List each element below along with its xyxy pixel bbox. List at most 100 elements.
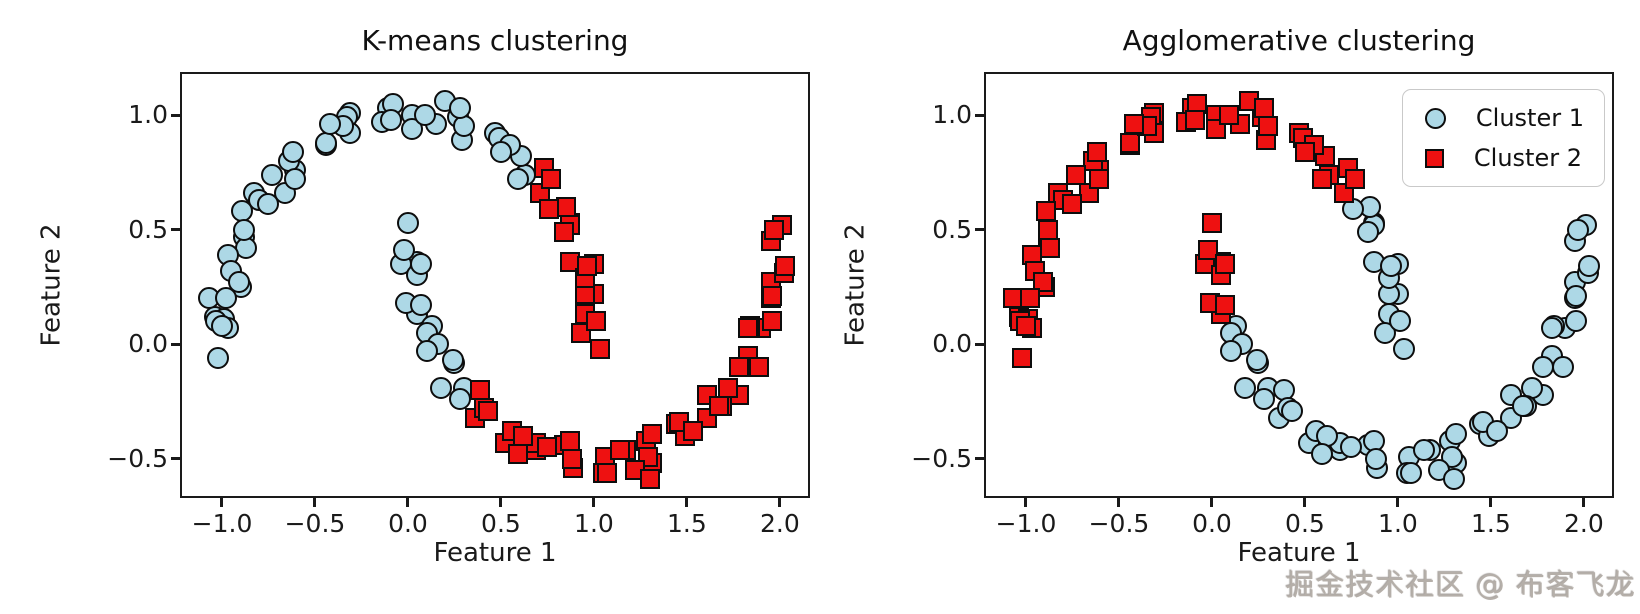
data-point-cluster2 bbox=[1012, 348, 1033, 368]
data-point-cluster2 bbox=[1066, 164, 1087, 185]
data-point-cluster2 bbox=[1040, 237, 1061, 258]
data-point-cluster1 bbox=[506, 168, 529, 191]
x-tick-label: 1.0 bbox=[574, 509, 614, 538]
y-tick-mark bbox=[975, 113, 986, 117]
data-point-cluster2 bbox=[541, 169, 562, 190]
x-tick-mark bbox=[592, 496, 596, 507]
data-point-cluster1 bbox=[318, 113, 341, 136]
legend-label-cluster1: Cluster 1 bbox=[1475, 104, 1584, 132]
data-point-cluster2 bbox=[1088, 169, 1109, 190]
data-point-cluster1 bbox=[1280, 399, 1303, 422]
data-point-cluster2 bbox=[729, 357, 749, 378]
x-tick-mark bbox=[1582, 496, 1586, 507]
x-tick-label: 1.0 bbox=[1378, 509, 1418, 538]
data-point-cluster1 bbox=[415, 340, 438, 363]
data-point-cluster1 bbox=[1388, 310, 1411, 333]
y-tick-label: 0.5 bbox=[128, 214, 168, 244]
data-point-cluster1 bbox=[1567, 218, 1590, 241]
data-point-cluster1 bbox=[214, 287, 237, 310]
data-point-cluster1 bbox=[227, 271, 250, 294]
data-point-cluster2 bbox=[589, 338, 610, 359]
data-point-cluster1 bbox=[261, 163, 284, 186]
data-point-cluster2 bbox=[749, 357, 770, 378]
data-point-cluster2 bbox=[1086, 141, 1107, 162]
x-tick-label: 0.0 bbox=[1192, 509, 1232, 538]
data-point-cluster2 bbox=[507, 444, 528, 465]
data-point-cluster1 bbox=[1364, 447, 1387, 470]
plot-title-agglomerative: Agglomerative clustering bbox=[1122, 24, 1476, 57]
axes-kmeans: K-means clustering Feature 1 Feature 2 −… bbox=[37, 24, 810, 568]
x-tick-label: 0.5 bbox=[1285, 509, 1325, 538]
x-tick-label: 2.0 bbox=[760, 509, 800, 538]
x-tick-mark bbox=[406, 496, 410, 507]
data-point-cluster1 bbox=[1379, 255, 1402, 278]
data-point-cluster2 bbox=[1019, 288, 1040, 309]
data-point-cluster2 bbox=[1015, 315, 1036, 336]
data-point-cluster1 bbox=[257, 193, 280, 216]
data-point-cluster1 bbox=[210, 314, 233, 337]
data-point-cluster1 bbox=[283, 168, 306, 191]
data-point-cluster2 bbox=[477, 400, 498, 421]
y-tick-label: 1.0 bbox=[932, 100, 972, 130]
data-point-cluster1 bbox=[430, 376, 453, 399]
x-tick-mark bbox=[1489, 496, 1493, 507]
data-point-cluster1 bbox=[441, 349, 464, 372]
data-point-cluster1 bbox=[1357, 220, 1380, 243]
data-point-cluster1 bbox=[207, 347, 230, 369]
data-point-cluster1 bbox=[1565, 285, 1588, 308]
data-point-cluster1 bbox=[1234, 376, 1257, 399]
y-tick-mark bbox=[171, 457, 182, 461]
x-tick-label: −1.0 bbox=[995, 509, 1057, 538]
x-tick-label: 1.5 bbox=[667, 509, 707, 538]
x-tick-mark bbox=[313, 496, 317, 507]
data-point-cluster2 bbox=[1218, 105, 1239, 126]
data-point-cluster1 bbox=[1412, 438, 1435, 461]
legend-item-cluster2: Cluster 2 bbox=[1424, 138, 1584, 178]
cluster2-square-marker-icon bbox=[1424, 148, 1444, 168]
data-point-cluster2 bbox=[1032, 272, 1053, 293]
x-tick-mark bbox=[220, 496, 224, 507]
data-point-cluster1 bbox=[409, 294, 432, 317]
y-tick-mark bbox=[975, 342, 986, 346]
x-axis-label-agglomerative: Feature 1 bbox=[1237, 538, 1361, 568]
data-point-cluster2 bbox=[775, 256, 796, 277]
data-point-cluster2 bbox=[1185, 109, 1206, 130]
data-point-cluster2 bbox=[764, 219, 785, 240]
data-point-cluster2 bbox=[717, 377, 738, 398]
data-point-cluster1 bbox=[1399, 461, 1422, 484]
data-point-cluster1 bbox=[380, 108, 403, 131]
data-point-cluster1 bbox=[1578, 255, 1601, 278]
data-point-cluster2 bbox=[537, 437, 558, 458]
data-point-cluster1 bbox=[1552, 356, 1575, 379]
data-point-cluster1 bbox=[281, 140, 304, 163]
data-point-cluster1 bbox=[409, 253, 432, 276]
y-tick-mark bbox=[171, 113, 182, 117]
data-point-cluster2 bbox=[708, 396, 729, 417]
y-axis-label-kmeans: Feature 2 bbox=[37, 223, 67, 347]
legend-label-cluster2: Cluster 2 bbox=[1473, 144, 1582, 172]
x-tick-label: −0.5 bbox=[284, 509, 346, 538]
x-tick-mark bbox=[685, 496, 689, 507]
data-point-cluster2 bbox=[1311, 169, 1332, 190]
x-tick-label: −1.0 bbox=[191, 509, 253, 538]
watermark: 掘金技术社区 @ 布客飞龙 bbox=[1285, 568, 1636, 602]
data-point-cluster2 bbox=[576, 256, 597, 277]
x-tick-mark bbox=[778, 496, 782, 507]
y-tick-mark bbox=[171, 228, 182, 232]
x-tick-label: −0.5 bbox=[1088, 509, 1150, 538]
x-tick-label: 0.5 bbox=[481, 509, 521, 538]
data-point-cluster1 bbox=[233, 218, 256, 241]
data-point-cluster2 bbox=[738, 318, 759, 339]
plot-title-kmeans: K-means clustering bbox=[361, 24, 629, 57]
x-tick-label: 2.0 bbox=[1564, 509, 1604, 538]
x-tick-label: 0.0 bbox=[388, 509, 428, 538]
data-point-cluster1 bbox=[1310, 443, 1333, 466]
data-point-cluster2 bbox=[1123, 114, 1144, 135]
data-point-cluster2 bbox=[585, 311, 606, 332]
x-tick-label: 1.5 bbox=[1471, 509, 1511, 538]
data-point-cluster2 bbox=[554, 221, 575, 242]
data-point-cluster1 bbox=[1392, 337, 1415, 360]
data-point-cluster2 bbox=[559, 430, 580, 451]
data-point-cluster2 bbox=[1036, 201, 1057, 222]
